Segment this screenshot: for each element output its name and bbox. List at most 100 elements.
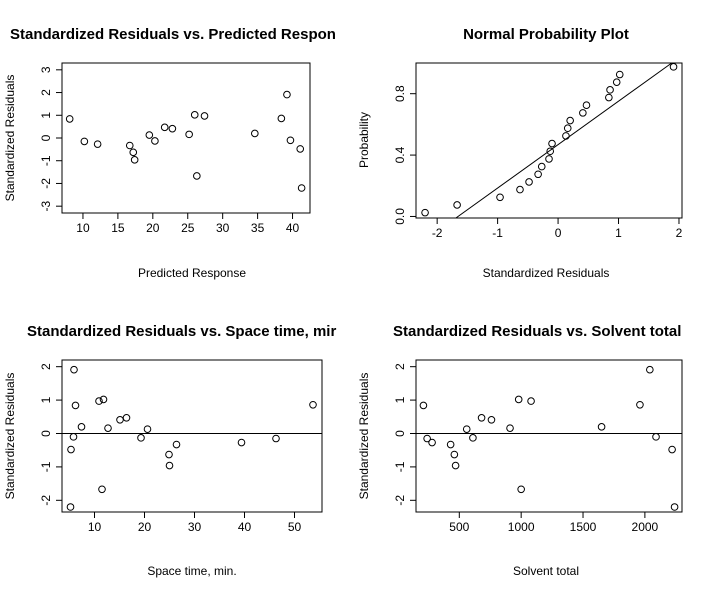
data-point [93,140,102,148]
data-point [71,401,80,410]
data-point [525,178,533,186]
data-point [423,434,431,443]
y-tick-label: -2 [39,178,53,189]
y-tick-label: 0.4 [393,146,407,163]
data-point [137,434,145,442]
data-point [652,433,660,441]
x-tick-label: 30 [216,221,230,235]
data-point [165,450,173,459]
marks-layer: 500 1000 1500 2000 -2 -1 0 1 2 [393,363,682,534]
x-tick-label: 40 [286,221,300,235]
y-tick-label: 0 [393,430,407,437]
plot-frame [61,62,311,214]
data-point [514,395,523,404]
data-point [450,450,459,459]
x-tick-label: 40 [238,520,252,534]
panel-residuals-vs-space-time: Standardized Residuals vs. Space time, m… [3,323,336,578]
data-point [77,423,86,431]
panel-residuals-vs-predicted: Standardized Residuals vs. Predicted Res… [3,26,336,280]
y-tick-label: 0.0 [393,208,407,225]
x-tick-label: 500 [449,520,469,534]
data-point [125,141,134,150]
x-tick-label: 50 [288,520,302,534]
data-point [506,424,514,432]
data-point [160,123,169,132]
data-point [668,445,676,454]
data-point [104,424,112,432]
x-axis-label: Predicted Response [138,266,246,280]
data-point [527,397,535,405]
data-point [122,413,131,422]
chart-title: Standardized Residuals vs. Solvent total [393,323,681,340]
data-point [612,78,621,86]
y-tick-label: 0 [39,134,53,141]
chart-title: Normal Probability Plot [463,26,629,43]
data-point [277,114,286,123]
y-tick-label: -2 [39,495,53,506]
data-point [428,438,436,447]
y-tick-label: 3 [39,66,53,73]
data-point [168,124,177,133]
data-point [185,130,193,139]
marks-layer: 10 20 30 40 50 -2 -1 0 1 2 [39,363,322,534]
y-tick-label: 0 [39,430,53,437]
normal-reference-line [455,62,673,219]
y-tick-label: -1 [39,461,53,472]
data-point [462,425,471,433]
data-point [283,90,291,99]
data-point [537,162,546,171]
y-axis-label: Probability [357,112,371,168]
y-tick-label: 1 [393,396,407,403]
x-axis-label: Standardized Residuals [483,266,610,280]
data-point [193,172,201,180]
data-point [606,86,614,94]
y-tick-label: 2 [39,89,53,96]
data-point [69,433,78,441]
data-point [419,401,428,410]
data-point [546,147,555,156]
data-point [286,136,295,145]
data-point [579,109,587,117]
x-tick-label: 35 [251,221,265,235]
data-point [669,63,678,71]
x-tick-label: 2000 [632,520,659,534]
y-tick-label: -2 [393,495,407,506]
data-point [446,440,455,449]
data-point [582,101,591,110]
data-point [151,137,159,145]
y-axis-label: Standardized Residuals [3,75,17,202]
marks-layer: 10 15 20 25 30 35 40 -3 -2 -1 0 1 2 3 [39,66,306,235]
y-tick-label: -3 [39,201,53,212]
x-axis-label: Solvent total [513,564,579,578]
data-point [251,129,259,138]
data-point [116,415,124,424]
data-point [272,434,280,443]
x-tick-label: 1 [615,226,622,240]
data-point [67,445,75,454]
marks-layer: -2 -1 0 1 2 0.0 0.4 0.8 [393,62,683,240]
data-point [534,170,542,179]
data-point [615,70,624,79]
y-axis-label: Standardized Residuals [357,373,371,500]
x-tick-label: 2 [676,226,683,240]
data-point [605,93,613,102]
data-point [670,503,679,511]
x-tick-label: 1500 [570,520,597,534]
data-point [548,139,556,148]
x-tick-label: 1000 [508,520,535,534]
data-point [309,400,317,409]
data-point [130,156,139,164]
data-point [129,148,138,157]
data-point [296,145,305,153]
data-point [566,116,574,125]
chart-title: Standardized Residuals vs. Predicted Res… [10,26,336,43]
x-tick-label: 10 [76,221,90,235]
y-tick-label: -1 [393,461,407,472]
data-point [66,503,75,511]
chart-title: Standardized Residuals vs. Space time, m… [27,323,336,340]
data-point [451,461,460,470]
x-tick-label: 10 [88,520,102,534]
data-point [477,413,486,422]
data-point [597,423,606,431]
